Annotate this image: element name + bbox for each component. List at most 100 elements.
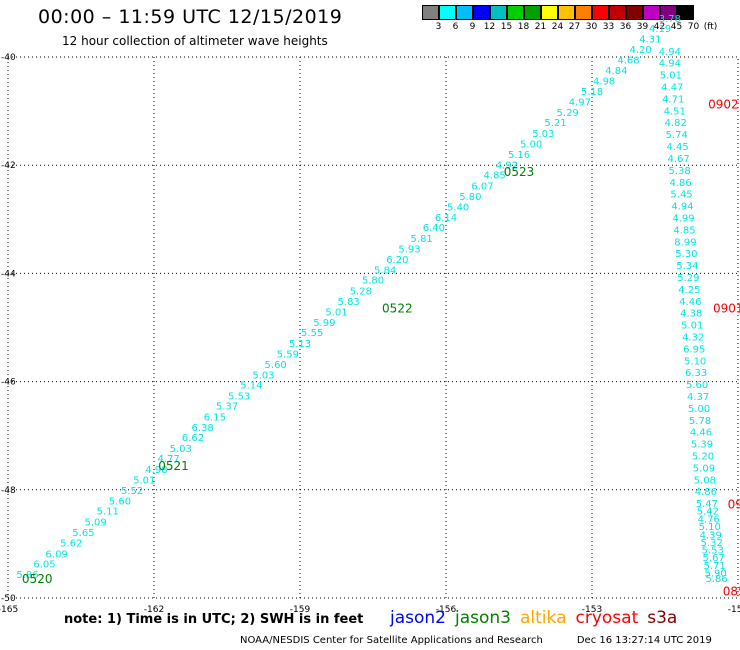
swh-value: 5.45	[670, 190, 692, 201]
scale-label: 21	[534, 22, 547, 32]
scale-swatch-13	[643, 5, 660, 20]
swh-value: 5.03	[170, 444, 192, 455]
pass-time-label: 0859	[723, 584, 740, 598]
axis-tick-labels: -165 -162 -159 -156 -153 -150 -40 -42 -44 -46 -48 -…	[0, 53, 740, 615]
swh-value: 5.53	[702, 546, 724, 557]
footer: NOAA/NESDIS Center for Satellite Applica…	[240, 635, 712, 646]
scale-swatch-7	[541, 5, 558, 20]
swh-value: 5.01	[660, 71, 682, 82]
swh-value: 6.14	[435, 213, 457, 224]
x-tick-label: -165	[0, 605, 18, 615]
scale-swatch-4	[490, 5, 507, 20]
swh-value: 5.03	[252, 370, 274, 381]
x-tick-label: -150	[728, 605, 740, 615]
scale-swatch-5	[507, 5, 524, 20]
swh-value: 5.21	[544, 118, 566, 129]
scale-swatch-2	[456, 5, 473, 20]
swh-value: 5.65	[72, 528, 94, 539]
swh-value: 4.92	[496, 160, 518, 171]
swh-value: 5.71	[704, 561, 726, 572]
swh-value: 4.86	[669, 178, 691, 189]
swh-value: 5.29	[677, 273, 699, 284]
swh-value: 5.80	[459, 192, 481, 203]
swh-value: 5.52	[121, 486, 143, 497]
swh-value: 4.97	[569, 98, 591, 109]
swh-value: 4.25	[678, 285, 700, 296]
swh-value: 4.82	[665, 118, 687, 129]
swh-value: 6.40	[423, 223, 445, 234]
swh-value: 5.00	[520, 139, 542, 150]
swh-value: 4.85	[673, 225, 695, 236]
swh-value: 5.34	[676, 261, 698, 272]
swh-value: 5.10	[684, 356, 706, 367]
swh-value: 4.99	[672, 213, 694, 224]
scale-label: 70	[687, 22, 700, 32]
swh-value: 5.00	[688, 404, 710, 415]
swh-value: 5.32	[701, 538, 723, 549]
swh-value: 5.86	[16, 570, 38, 581]
scale-label: 6	[452, 22, 459, 32]
y-tick-label: -42	[1, 161, 16, 171]
pass-time-label: 0523	[504, 165, 535, 179]
scale-label: 24	[551, 22, 564, 32]
scale-swatch-10	[592, 5, 609, 20]
swh-value: 4.39	[700, 530, 722, 541]
scale-label: 45	[670, 22, 683, 32]
pass-time-label: 0520	[22, 572, 53, 586]
swh-value: 6.38	[192, 423, 214, 434]
swh-value: 5.99	[313, 318, 335, 329]
swh-value: 5.28	[350, 286, 372, 297]
swh-value: 5.86	[705, 574, 727, 585]
legend-jason2: jason2	[390, 608, 446, 628]
swh-value: 4.94	[659, 59, 681, 70]
swh-value: 4.67	[667, 154, 689, 165]
color-scale	[422, 5, 694, 20]
scale-label: 15	[500, 22, 513, 32]
swh-value: 5.80	[362, 276, 384, 287]
swh-value: 4.84	[605, 66, 627, 77]
swh-value: 6.09	[46, 549, 68, 560]
swh-value: 5.55	[301, 328, 323, 339]
swh-value: 5.01	[681, 321, 703, 332]
page-title: 00:00 – 11:59 UTC 12/15/2019	[38, 6, 343, 28]
swh-value: 5.60	[265, 360, 287, 371]
swh-value: 5.90	[704, 568, 726, 579]
swh-value: 5.38	[668, 166, 690, 177]
scale-label: 18	[517, 22, 530, 32]
swh-value: 4.31	[639, 34, 661, 45]
scale-swatch-1	[439, 5, 456, 20]
swh-value: 5.42	[697, 507, 719, 518]
scale-swatch-0	[422, 5, 439, 20]
swh-value: 5.18	[581, 87, 603, 98]
swh-value: 5.40	[447, 203, 469, 214]
swh-value: 4.85	[484, 171, 506, 182]
satellite-legend: jason2 jason3 altika cryosat s3a	[390, 608, 686, 628]
y-tick-label: -48	[1, 486, 16, 496]
scale-label: 36	[619, 22, 632, 32]
map-frame	[7, 56, 739, 599]
legend-s3a: s3a	[647, 608, 678, 628]
pass-time-label: 0901	[713, 301, 740, 315]
swh-value: 5.13	[289, 339, 311, 350]
swh-value: 5.10	[699, 522, 721, 533]
legend-altika: altika	[520, 608, 567, 628]
swh-value: 8.99	[674, 237, 696, 248]
swh-value: 5.59	[277, 349, 299, 360]
swh-value: 4.68	[617, 55, 639, 66]
pass-time-label: 0521	[158, 459, 189, 473]
swh-value: 6.07	[471, 182, 493, 193]
swh-value: 4.20	[630, 45, 652, 56]
legend-jason3: jason3	[455, 608, 511, 628]
swh-value: 5.37	[216, 402, 238, 413]
scale-label: 27	[568, 22, 581, 32]
swh-value: 5.09	[693, 463, 715, 474]
scale-label: (ft)	[703, 22, 718, 32]
swh-value: 4.32	[682, 332, 704, 343]
scale-swatch-11	[609, 5, 626, 20]
map-grid	[7, 56, 739, 599]
scale-label: 3	[435, 22, 442, 32]
x-tick-label: -153	[582, 605, 602, 615]
swh-value: 4.19	[649, 24, 671, 35]
scale-label: 39	[636, 22, 649, 32]
